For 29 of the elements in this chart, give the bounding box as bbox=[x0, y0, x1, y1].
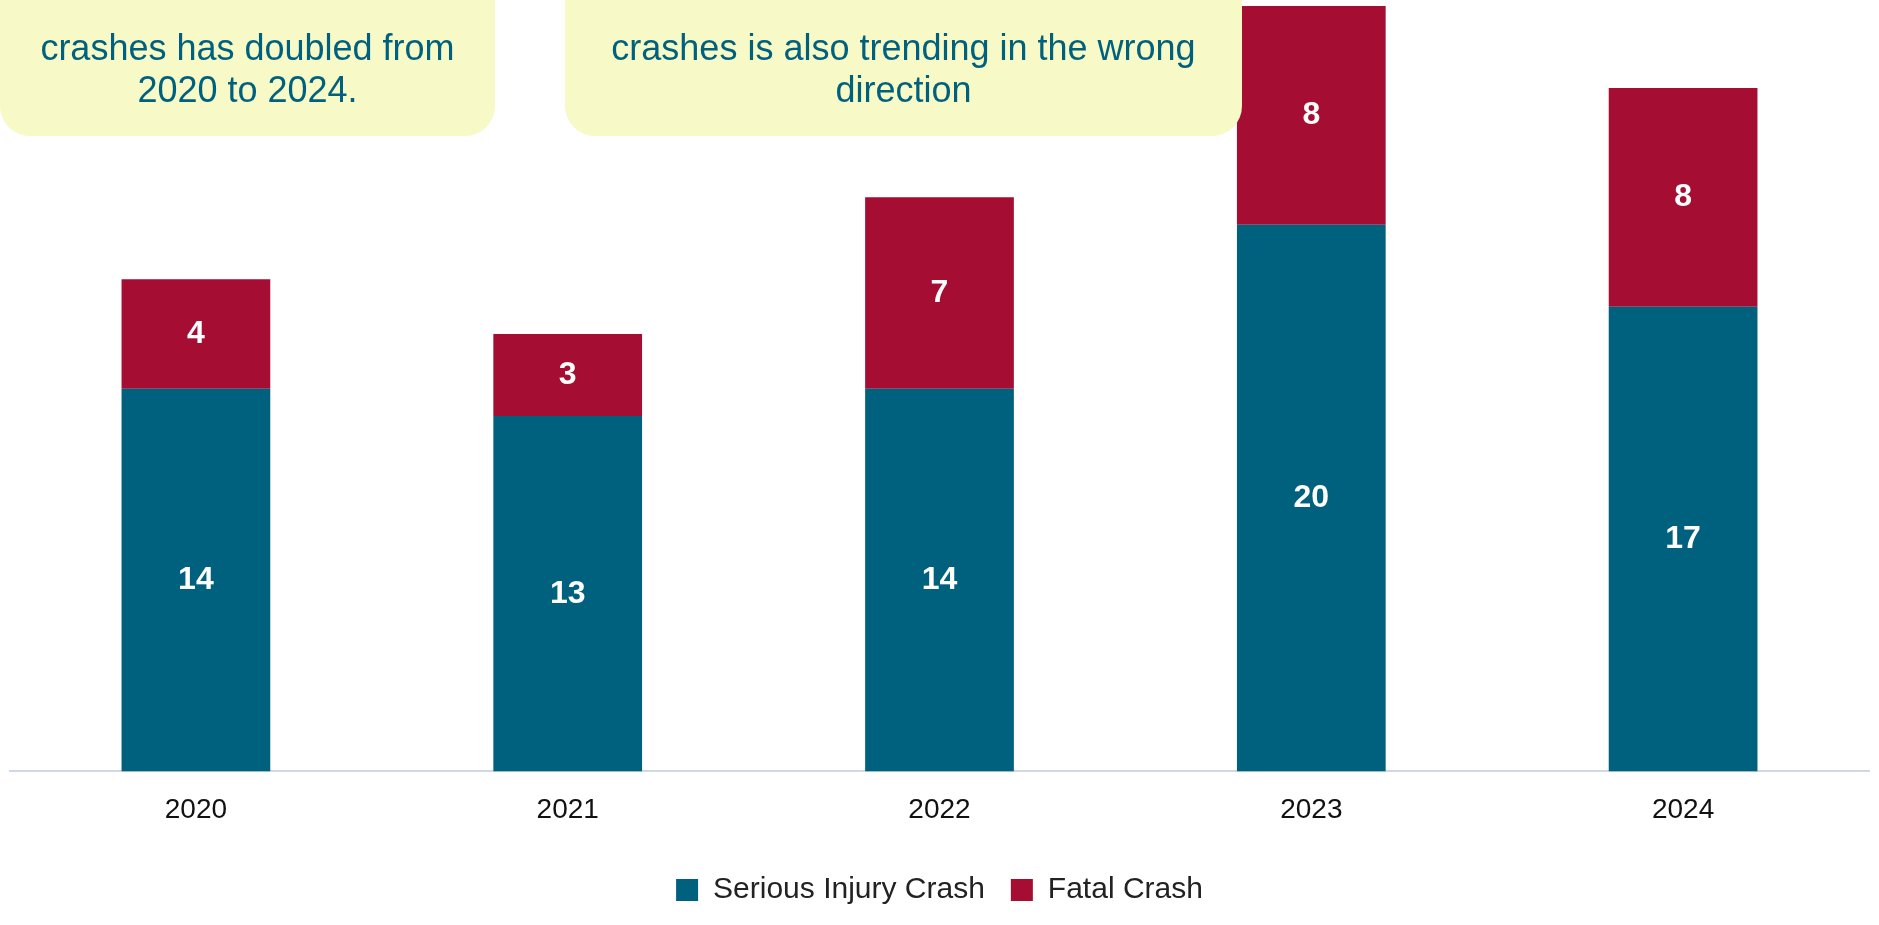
bar bbox=[121, 388, 271, 772]
legend-label: Fatal Crash bbox=[1047, 871, 1203, 905]
bar bbox=[121, 279, 271, 389]
bar bbox=[493, 416, 643, 772]
data-label: 13 bbox=[549, 573, 586, 610]
bar bbox=[1608, 306, 1758, 772]
data-label: 17 bbox=[1665, 518, 1701, 555]
data-label: 14 bbox=[921, 559, 958, 596]
data-label: 8 bbox=[1674, 177, 1692, 214]
bar bbox=[1236, 6, 1386, 225]
data-label: 8 bbox=[1302, 95, 1321, 132]
x-tick-label: 2024 bbox=[1651, 792, 1715, 824]
data-label: 14 bbox=[178, 559, 214, 596]
annotation: crashes is also trending in the wrong direction bbox=[565, 0, 1242, 136]
data-label: 7 bbox=[930, 272, 949, 309]
x-tick-label: 2022 bbox=[908, 792, 971, 824]
bar bbox=[493, 334, 643, 417]
x-tick-label: 2021 bbox=[536, 792, 599, 824]
data-label: 4 bbox=[187, 313, 205, 350]
bar bbox=[865, 197, 1014, 389]
bar bbox=[1236, 224, 1386, 772]
data-label: 3 bbox=[558, 354, 577, 391]
x-tick-label: 2023 bbox=[1280, 792, 1343, 824]
bar bbox=[1608, 88, 1758, 307]
bar bbox=[865, 388, 1014, 772]
annotation: crashes has doubled from 2020 to 2024. bbox=[0, 0, 495, 136]
x-tick-label: 2020 bbox=[164, 792, 228, 824]
legend-label: Serious Injury Crash bbox=[713, 871, 985, 905]
data-label: 20 bbox=[1293, 477, 1330, 514]
